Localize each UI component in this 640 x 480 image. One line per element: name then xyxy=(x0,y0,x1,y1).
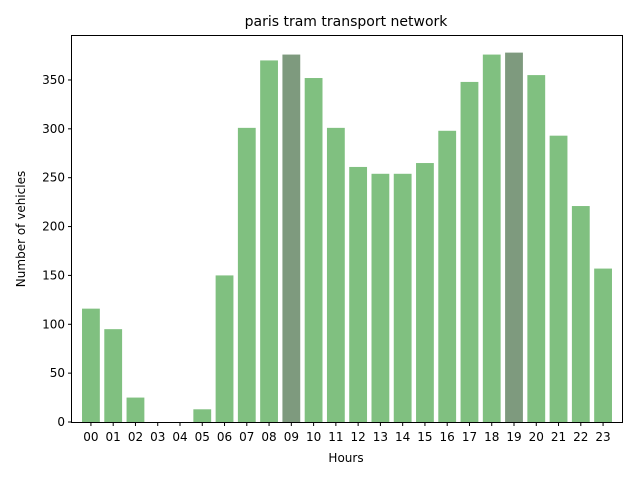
y-tick-label: 200 xyxy=(42,220,65,234)
bar-20 xyxy=(527,75,546,422)
plot-frame xyxy=(71,35,623,423)
bar-15 xyxy=(416,163,434,423)
bar-21 xyxy=(549,135,568,422)
x-tick-label: 13 xyxy=(373,430,388,444)
bar-12 xyxy=(349,166,368,422)
bar-18 xyxy=(482,54,501,423)
x-tick-label: 22 xyxy=(573,430,588,444)
x-tick-label: 00 xyxy=(83,430,98,444)
x-tick-label: 19 xyxy=(506,430,521,444)
x-tick-label: 16 xyxy=(440,430,455,444)
chart-title: paris tram transport network xyxy=(245,14,449,30)
y-axis-label: Number of vehicles xyxy=(14,171,28,287)
bar-23 xyxy=(594,268,612,422)
bar-22 xyxy=(571,206,590,422)
x-tick-label: 23 xyxy=(595,430,610,444)
y-tick-label: 350 xyxy=(42,73,65,87)
y-tick-label: 300 xyxy=(42,122,65,136)
x-tick-label: 18 xyxy=(484,430,499,444)
bar-05 xyxy=(193,409,212,422)
y-axis-ticks: 0 50 100 150 200 250 300 350 xyxy=(42,73,72,429)
bar-07 xyxy=(237,127,256,423)
x-axis-label: Hours xyxy=(328,451,363,465)
x-tick-label: 11 xyxy=(328,430,343,444)
bar-01 xyxy=(104,329,123,422)
x-tick-label: 12 xyxy=(350,430,365,444)
x-tick-label: 07 xyxy=(239,430,254,444)
y-tick-label: 150 xyxy=(42,268,65,282)
bar-19 xyxy=(505,52,523,422)
bar-02 xyxy=(126,397,145,422)
bar-16 xyxy=(438,130,457,423)
bar-09 xyxy=(282,54,301,423)
x-tick-label: 10 xyxy=(306,430,321,444)
y-tick-label: 0 xyxy=(57,415,65,429)
x-tick-label: 06 xyxy=(217,430,232,444)
bar-11 xyxy=(326,127,345,423)
bar-13 xyxy=(371,173,390,422)
x-tick-label: 04 xyxy=(172,430,187,444)
x-tick-label: 14 xyxy=(395,430,410,444)
x-tick-label: 15 xyxy=(417,430,432,444)
x-tick-label: 20 xyxy=(529,430,544,444)
x-tick-label: 09 xyxy=(284,430,299,444)
x-tick-label: 05 xyxy=(195,430,210,444)
bar-06 xyxy=(215,275,234,422)
x-tick-label: 03 xyxy=(150,430,165,444)
x-tick-label: 17 xyxy=(462,430,477,444)
bars-group xyxy=(82,52,612,423)
y-tick-label: 250 xyxy=(42,171,65,185)
x-axis-ticks: 00 01 02 03 04 05 06 07 08 09 10 11 12 13 14 15 16 17 18 19… xyxy=(83,422,611,444)
bar-17 xyxy=(460,81,479,423)
x-tick-label: 08 xyxy=(261,430,276,444)
bar-14 xyxy=(393,173,412,422)
x-tick-label: 21 xyxy=(551,430,566,444)
y-tick-label: 50 xyxy=(50,366,65,380)
x-tick-label: 02 xyxy=(128,430,143,444)
x-tick-label: 01 xyxy=(106,430,121,444)
bar-10 xyxy=(304,78,323,422)
bar-00 xyxy=(82,308,100,422)
bar-08 xyxy=(260,60,278,422)
y-tick-label: 100 xyxy=(42,317,65,331)
